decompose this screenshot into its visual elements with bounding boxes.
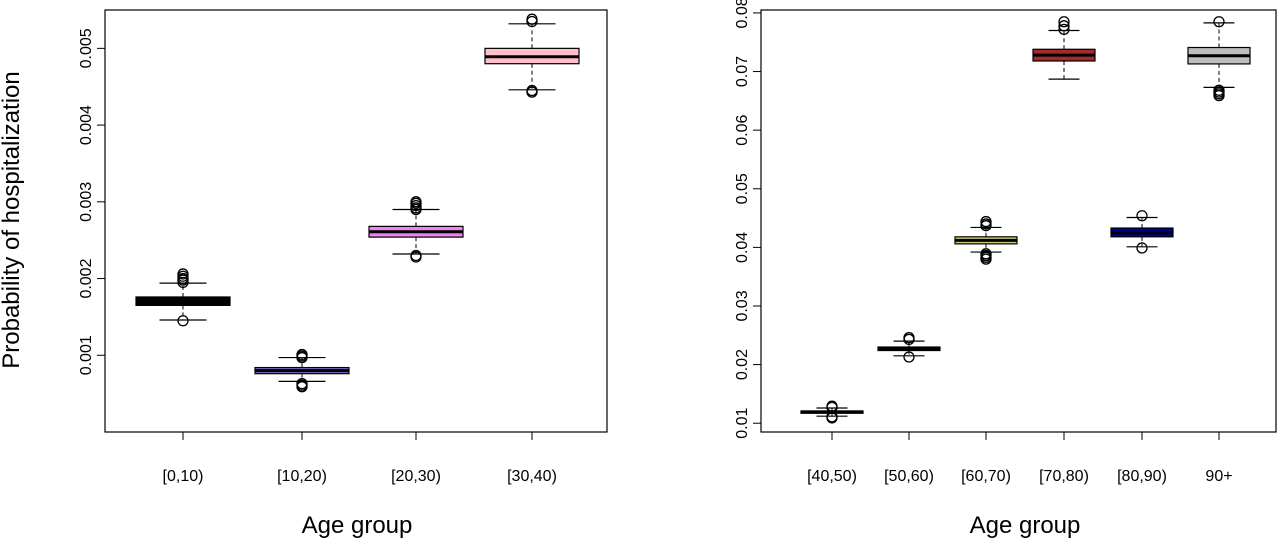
- y-tick-label: 0.03: [734, 290, 751, 321]
- x-tick-label: [10,20): [277, 468, 327, 485]
- y-tick-label: 0.01: [734, 408, 751, 439]
- x-axis-title: Age group: [302, 512, 413, 539]
- outlier-point: [1136, 210, 1148, 222]
- y-tick-label: 0.002: [78, 258, 95, 298]
- outlier-point: [526, 13, 538, 25]
- x-tick-label: [40,50): [807, 468, 857, 485]
- right-boxplot-panel: Age group 0.01 0.02 0.03 0.04 0.05 0.06 0.07 0.…: [734, 0, 1277, 539]
- x-tick-label: 90+: [1205, 468, 1232, 485]
- left-boxplot-panel: Age group Probability of hospitalization…: [0, 9, 608, 539]
- box-90+: [1187, 16, 1251, 102]
- box--60-70-: [954, 215, 1018, 265]
- plot-frame: [760, 9, 1277, 433]
- y-tick-label: 0.07: [734, 56, 751, 87]
- x-tick-label: [0,10): [163, 468, 204, 485]
- outlier-point: [410, 196, 422, 208]
- outlier-point: [826, 400, 838, 412]
- x-tick-label: [60,70): [961, 468, 1011, 485]
- outlier-point: [903, 351, 915, 363]
- y-tick-label: 0.08: [734, 0, 751, 29]
- x-tick-label: [80,90): [1117, 468, 1167, 485]
- plot-frame: [104, 9, 608, 433]
- x-tick-label: [30,40): [507, 468, 557, 485]
- box--30-40-: [484, 13, 580, 98]
- y-tick-label: 0.004: [78, 105, 95, 145]
- outlier-point: [1058, 23, 1070, 35]
- box--40-50-: [800, 400, 864, 424]
- outlier-point: [410, 249, 422, 262]
- outlier-point: [1213, 84, 1225, 96]
- outlier-point: [296, 378, 308, 390]
- x-tick-label: [20,30): [391, 468, 441, 485]
- x-axis-title: Age group: [970, 512, 1081, 539]
- x-tick-label: [70,80): [1039, 468, 1089, 485]
- outlier-point: [1136, 242, 1148, 254]
- box--80-90-: [1110, 210, 1174, 254]
- y-tick-label: 0.02: [734, 349, 751, 380]
- outlier-point: [1058, 16, 1070, 28]
- x-tick-label: [50,60): [884, 468, 934, 485]
- y-tick-label: 0.005: [78, 28, 95, 68]
- outlier-point: [980, 248, 992, 260]
- box--0-10-: [135, 268, 231, 327]
- y-tick-label: 0.05: [734, 173, 751, 204]
- box--50-60-: [877, 331, 941, 363]
- y-tick-label: 0.001: [78, 335, 95, 375]
- box--70-80-: [1032, 16, 1096, 80]
- outlier-point: [526, 84, 538, 97]
- y-tick-label: 0.04: [734, 232, 751, 263]
- outlier-point: [296, 348, 308, 361]
- outlier-point: [903, 331, 915, 344]
- outlier-point: [177, 315, 189, 327]
- outlier-point: [1213, 16, 1225, 28]
- box--10-20-: [254, 348, 350, 393]
- y-tick-label: 0.003: [78, 182, 95, 222]
- outlier-point: [980, 215, 992, 228]
- y-axis-title: Probability of hospitalization: [0, 71, 25, 369]
- outlier-point: [177, 268, 189, 280]
- outlier-point: [1058, 20, 1070, 32]
- y-tick-label: 0.06: [734, 114, 751, 145]
- box--20-30-: [368, 196, 464, 263]
